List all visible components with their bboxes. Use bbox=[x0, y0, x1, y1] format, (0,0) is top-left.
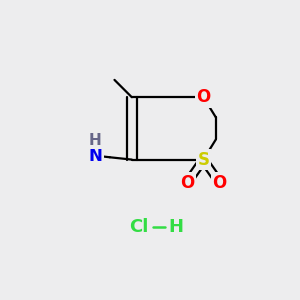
Text: H: H bbox=[89, 133, 101, 148]
Text: Cl: Cl bbox=[129, 218, 148, 236]
Text: O: O bbox=[196, 88, 211, 106]
Text: O: O bbox=[180, 174, 194, 192]
Text: O: O bbox=[212, 174, 227, 192]
Text: S: S bbox=[197, 151, 209, 169]
Text: H: H bbox=[168, 218, 183, 236]
Text: N: N bbox=[88, 147, 103, 165]
